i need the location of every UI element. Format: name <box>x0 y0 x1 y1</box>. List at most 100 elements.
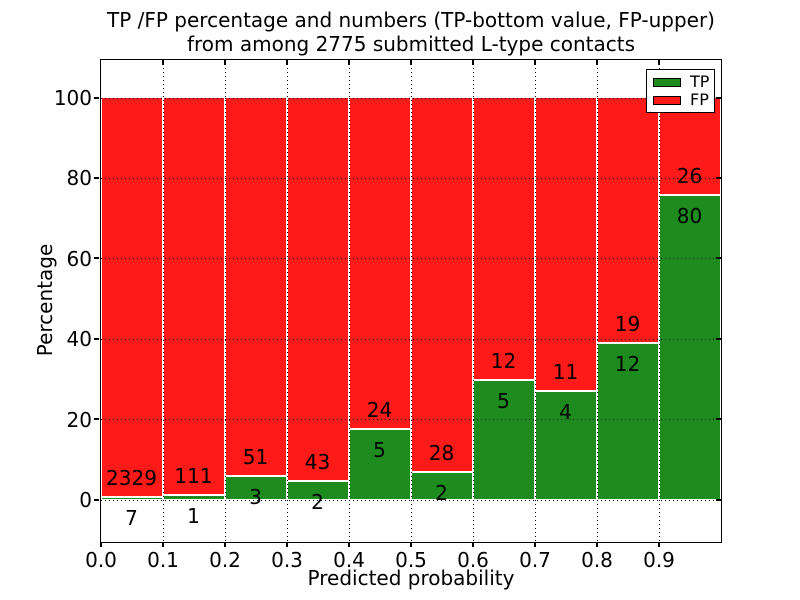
x-tick-mark <box>409 541 412 547</box>
legend-row-tp: TP <box>653 72 710 91</box>
y-tick-label: 20 <box>66 407 92 432</box>
x-tick-mark <box>285 541 288 547</box>
x-tick-mark-top <box>161 59 164 65</box>
x-axis-label: Predicted probability <box>307 566 515 590</box>
x-tick-mark-top <box>595 59 598 65</box>
bar-segment-tp <box>597 343 658 500</box>
vertical-gridline <box>472 59 474 542</box>
tp-count-label: 1 <box>187 504 200 528</box>
vertical-gridline <box>596 59 598 542</box>
x-tick-label: 0.8 <box>581 548 613 572</box>
fp-count-label: 26 <box>676 164 703 188</box>
chart-title-line1: TP /FP percentage and numbers (TP-bottom… <box>107 8 715 32</box>
x-tick-mark-top <box>347 59 350 65</box>
x-tick-mark <box>471 541 474 547</box>
tp-color-swatch <box>653 77 681 87</box>
x-tick-label: 0.6 <box>457 548 489 572</box>
x-tick-label: 0.5 <box>395 548 427 572</box>
y-tick-mark-right <box>715 257 721 260</box>
x-tick-mark-top <box>471 59 474 65</box>
bar-segment-tp <box>287 481 348 500</box>
x-tick-mark-top <box>657 59 660 65</box>
y-tick-mark <box>93 418 99 421</box>
horizontal-gridline <box>100 419 721 421</box>
bar-segment-fp <box>287 97 348 480</box>
legend-row-fp: FP <box>653 90 709 109</box>
bar-segment-tp <box>411 472 472 500</box>
x-tick-mark <box>533 541 536 547</box>
horizontal-gridline <box>100 338 721 340</box>
bar-segment-tp <box>225 477 286 500</box>
y-tick-label: 0 <box>79 488 92 512</box>
tp-count-label: 4 <box>559 400 572 425</box>
bar-segment-fp <box>163 97 224 494</box>
fp-count-label: 51 <box>242 445 269 470</box>
bar-segment-fp <box>411 97 472 471</box>
chart-title: TP /FP percentage and numbers (TP-bottom… <box>107 8 715 56</box>
fp-count-label: 2329 <box>106 466 157 491</box>
fp-count-label: 11 <box>552 360 579 385</box>
bar-segment-fp <box>225 97 286 476</box>
x-tick-mark-top <box>223 59 226 65</box>
x-tick-mark-top <box>285 59 288 65</box>
tp-count-label: 80 <box>676 204 703 229</box>
x-tick-mark <box>657 541 660 547</box>
chart-title-line2: from among 2775 submitted L-type contact… <box>186 32 636 56</box>
x-tick-mark <box>595 541 598 547</box>
x-tick-label: 0.1 <box>147 548 179 572</box>
fp-count-label: 111 <box>174 463 213 488</box>
bar-segment-tp <box>473 381 534 500</box>
y-tick-label: 40 <box>66 327 92 352</box>
tp-count-label: 7 <box>125 506 138 531</box>
fp-count-label: 24 <box>366 398 393 423</box>
bar-segment-fp <box>101 97 162 497</box>
tp-count-label: 5 <box>373 438 386 463</box>
x-tick-mark-top <box>533 59 536 65</box>
x-tick-label: 0.4 <box>333 548 365 572</box>
fp-count-label: 43 <box>304 449 331 474</box>
fp-color-swatch <box>653 95 681 105</box>
y-tick-mark <box>93 176 99 179</box>
y-tick-mark <box>93 96 99 99</box>
y-tick-mark-right <box>715 176 721 179</box>
plot-area: 2329 7 111 1 51 3 43 2 24 5 28 2 12 5 11 4 19 12 26 80 <box>93 58 722 547</box>
x-tick-mark-top <box>409 59 412 65</box>
legend-label-fp: FP <box>690 90 709 109</box>
horizontal-gridline <box>100 258 721 260</box>
x-tick-label: 0.3 <box>271 548 303 572</box>
x-tick-mark <box>347 541 350 547</box>
x-tick-mark <box>99 541 102 547</box>
bar-segment-tp <box>163 495 224 500</box>
tp-count-label: 3 <box>249 485 262 510</box>
y-tick-mark-right <box>715 418 721 421</box>
tp-count-label: 2 <box>311 489 324 514</box>
fp-count-label: 19 <box>614 311 641 336</box>
bar-segment-fp <box>349 97 410 429</box>
y-tick-mark-right <box>715 498 721 501</box>
vertical-gridline <box>410 59 412 542</box>
vertical-gridline <box>224 59 226 542</box>
y-tick-mark-right <box>715 337 721 340</box>
x-tick-label: 0.9 <box>643 548 675 572</box>
legend-label-tp: TP <box>690 72 710 91</box>
y-tick-label: 80 <box>66 166 92 191</box>
vertical-gridline <box>162 59 164 542</box>
bar-segment-fp <box>535 97 596 391</box>
y-tick-mark <box>93 337 99 340</box>
tp-count-label: 12 <box>614 351 641 376</box>
tp-count-label: 2 <box>435 480 448 505</box>
x-tick-mark <box>223 541 226 547</box>
bar-segment-fp <box>473 97 534 380</box>
bar-segment-tp <box>659 196 720 500</box>
horizontal-gridline <box>100 177 721 179</box>
tp-count-label: 5 <box>497 389 510 414</box>
bar-segment-tp <box>535 392 596 500</box>
vertical-gridline <box>658 59 660 542</box>
y-tick-mark <box>93 498 99 501</box>
y-tick-label: 100 <box>53 86 92 110</box>
x-tick-mark <box>161 541 164 547</box>
y-tick-mark <box>93 257 99 260</box>
vertical-gridline <box>534 59 536 542</box>
bar-segment-tp <box>349 430 410 500</box>
